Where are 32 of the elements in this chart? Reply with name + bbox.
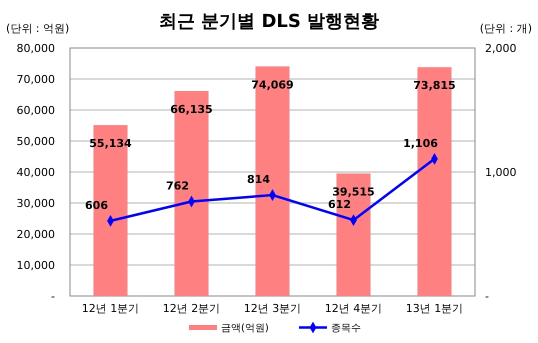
- y2-tick-label: 1,000: [485, 166, 516, 179]
- data-label: 612: [328, 198, 351, 212]
- y-tick-label: 20,000: [16, 228, 55, 241]
- data-label: 66,135: [170, 102, 213, 116]
- data-label: 606: [85, 198, 108, 212]
- data-label: 55,134: [89, 137, 132, 150]
- y2-tick-label: 2,000: [485, 42, 516, 55]
- data-label: 814: [247, 173, 270, 186]
- data-label: 1,106: [403, 136, 438, 150]
- legend-label: 금액(억원): [221, 323, 269, 334]
- x-tick-label: 13년 1분기: [406, 302, 464, 315]
- y-tick-label: 10,000: [16, 259, 55, 272]
- data-label: 39,515: [332, 186, 375, 199]
- x-tick-label: 12년 2분기: [162, 302, 220, 315]
- legend-label: 종목수: [331, 323, 361, 334]
- y-axis-title: (단위 : 억원): [6, 22, 70, 35]
- y-tick-label: 30,000: [16, 197, 55, 210]
- y2-tick-label: -: [485, 290, 489, 303]
- y-tick-label: 80,000: [16, 42, 55, 55]
- y2-axis-title: (단위 : 개): [480, 22, 532, 35]
- chart-title: 최근 분기별 DLS 발행현황: [158, 11, 380, 32]
- y-tick-label: 40,000: [16, 166, 55, 179]
- data-label: 74,069: [251, 78, 294, 92]
- y-tick-label: 60,000: [16, 104, 55, 117]
- data-label: 73,815: [413, 79, 456, 92]
- y-tick-label: 70,000: [16, 73, 55, 86]
- x-tick-label: 12년 4분기: [324, 302, 382, 315]
- x-tick-label: 12년 1분기: [82, 302, 140, 315]
- y-tick-label: -: [51, 290, 56, 303]
- y-tick-label: 50,000: [16, 135, 55, 148]
- x-tick-label: 12년 3분기: [244, 302, 302, 315]
- data-label: 762: [166, 180, 189, 193]
